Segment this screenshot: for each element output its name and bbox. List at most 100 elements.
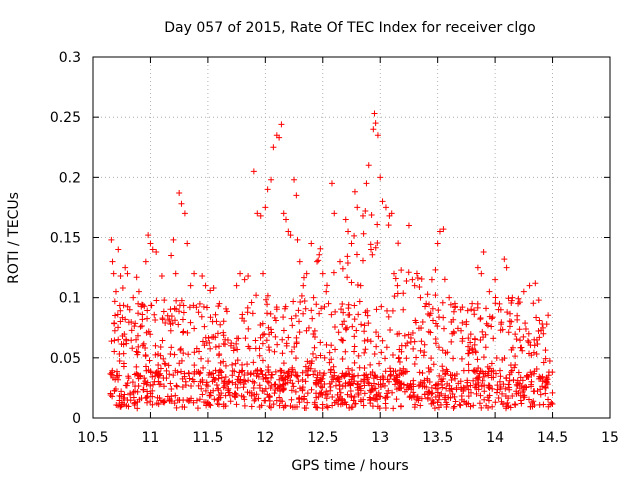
data-point: [271, 390, 278, 397]
data-point: [217, 359, 224, 366]
data-point: [542, 384, 549, 391]
data-point: [188, 383, 195, 390]
data-point: [222, 392, 229, 399]
data-point: [300, 282, 307, 289]
data-point: [434, 389, 441, 396]
data-point: [273, 304, 280, 311]
data-point: [360, 372, 367, 379]
data-point: [241, 276, 248, 283]
data-point: [260, 270, 267, 277]
data-point: [272, 333, 279, 340]
data-point: [282, 403, 289, 410]
data-point: [432, 335, 439, 342]
data-point: [153, 248, 160, 255]
data-point: [332, 308, 339, 315]
data-point: [489, 385, 496, 392]
data-point: [264, 310, 271, 317]
data-point: [339, 356, 346, 363]
data-point: [512, 331, 519, 338]
data-point: [234, 346, 241, 353]
data-point: [147, 240, 154, 247]
data-point: [379, 373, 386, 380]
data-point: [403, 355, 410, 362]
data-point: [351, 348, 358, 355]
data-point: [156, 395, 163, 402]
data-point: [267, 310, 274, 317]
data-point: [272, 317, 279, 324]
data-point: [294, 372, 301, 379]
data-point: [299, 369, 306, 376]
data-point: [522, 326, 529, 333]
data-point: [362, 346, 369, 353]
data-point: [452, 375, 459, 382]
y-tick-label: 0.25: [50, 110, 81, 126]
data-point: [502, 385, 509, 392]
data-point: [170, 236, 177, 243]
data-point: [460, 384, 467, 391]
data-point: [494, 382, 501, 389]
y-tick-label: 0.2: [59, 170, 81, 186]
data-point: [403, 277, 410, 284]
x-tick-label: 13: [371, 430, 389, 446]
data-point: [226, 389, 233, 396]
data-point: [433, 385, 440, 392]
data-point: [382, 395, 389, 402]
data-point: [540, 330, 547, 337]
data-point: [302, 305, 309, 312]
data-point: [308, 240, 315, 247]
data-point: [277, 367, 284, 374]
data-point: [459, 304, 466, 311]
data-point: [238, 368, 245, 375]
data-point: [355, 352, 362, 359]
data-point: [324, 404, 331, 411]
plot-area: [92, 56, 611, 419]
data-point: [140, 386, 147, 393]
data-point: [374, 132, 381, 139]
data-point: [316, 251, 323, 258]
data-point: [163, 367, 170, 374]
data-point: [136, 396, 143, 403]
data-point: [253, 292, 260, 299]
data-point: [514, 316, 521, 323]
data-point: [233, 282, 240, 289]
data-point: [368, 387, 375, 394]
data-point: [274, 341, 281, 348]
data-point: [108, 338, 115, 345]
data-point: [329, 394, 336, 401]
data-point: [506, 386, 513, 393]
data-point: [116, 351, 123, 358]
data-point: [130, 294, 137, 301]
data-point: [535, 297, 542, 304]
data-point: [108, 236, 115, 243]
data-point: [200, 303, 207, 310]
data-point: [257, 367, 264, 374]
data-point: [292, 312, 299, 319]
data-point: [383, 344, 390, 351]
data-point: [207, 314, 214, 321]
data-point: [328, 180, 335, 187]
data-point: [125, 319, 132, 326]
data-point: [261, 331, 268, 338]
data-point: [112, 385, 119, 392]
data-point: [534, 388, 541, 395]
data-point: [323, 395, 330, 402]
data-point: [348, 240, 355, 247]
data-point: [289, 322, 296, 329]
data-point: [418, 338, 425, 345]
data-point: [155, 362, 162, 369]
data-point: [210, 374, 217, 381]
x-tick-label: 14: [486, 430, 504, 446]
data-point: [455, 380, 462, 387]
x-tick-label: 14.5: [537, 430, 568, 446]
data-point: [367, 361, 374, 368]
data-point: [474, 356, 481, 363]
data-point: [499, 356, 506, 363]
data-point: [206, 339, 213, 346]
data-point: [287, 232, 294, 239]
data-point: [256, 352, 263, 359]
data-point: [536, 401, 543, 408]
data-point: [239, 311, 246, 318]
data-point: [465, 335, 472, 342]
data-point: [161, 399, 168, 406]
chart-title: Day 057 of 2015, Rate Of TEC Index for r…: [164, 20, 535, 36]
